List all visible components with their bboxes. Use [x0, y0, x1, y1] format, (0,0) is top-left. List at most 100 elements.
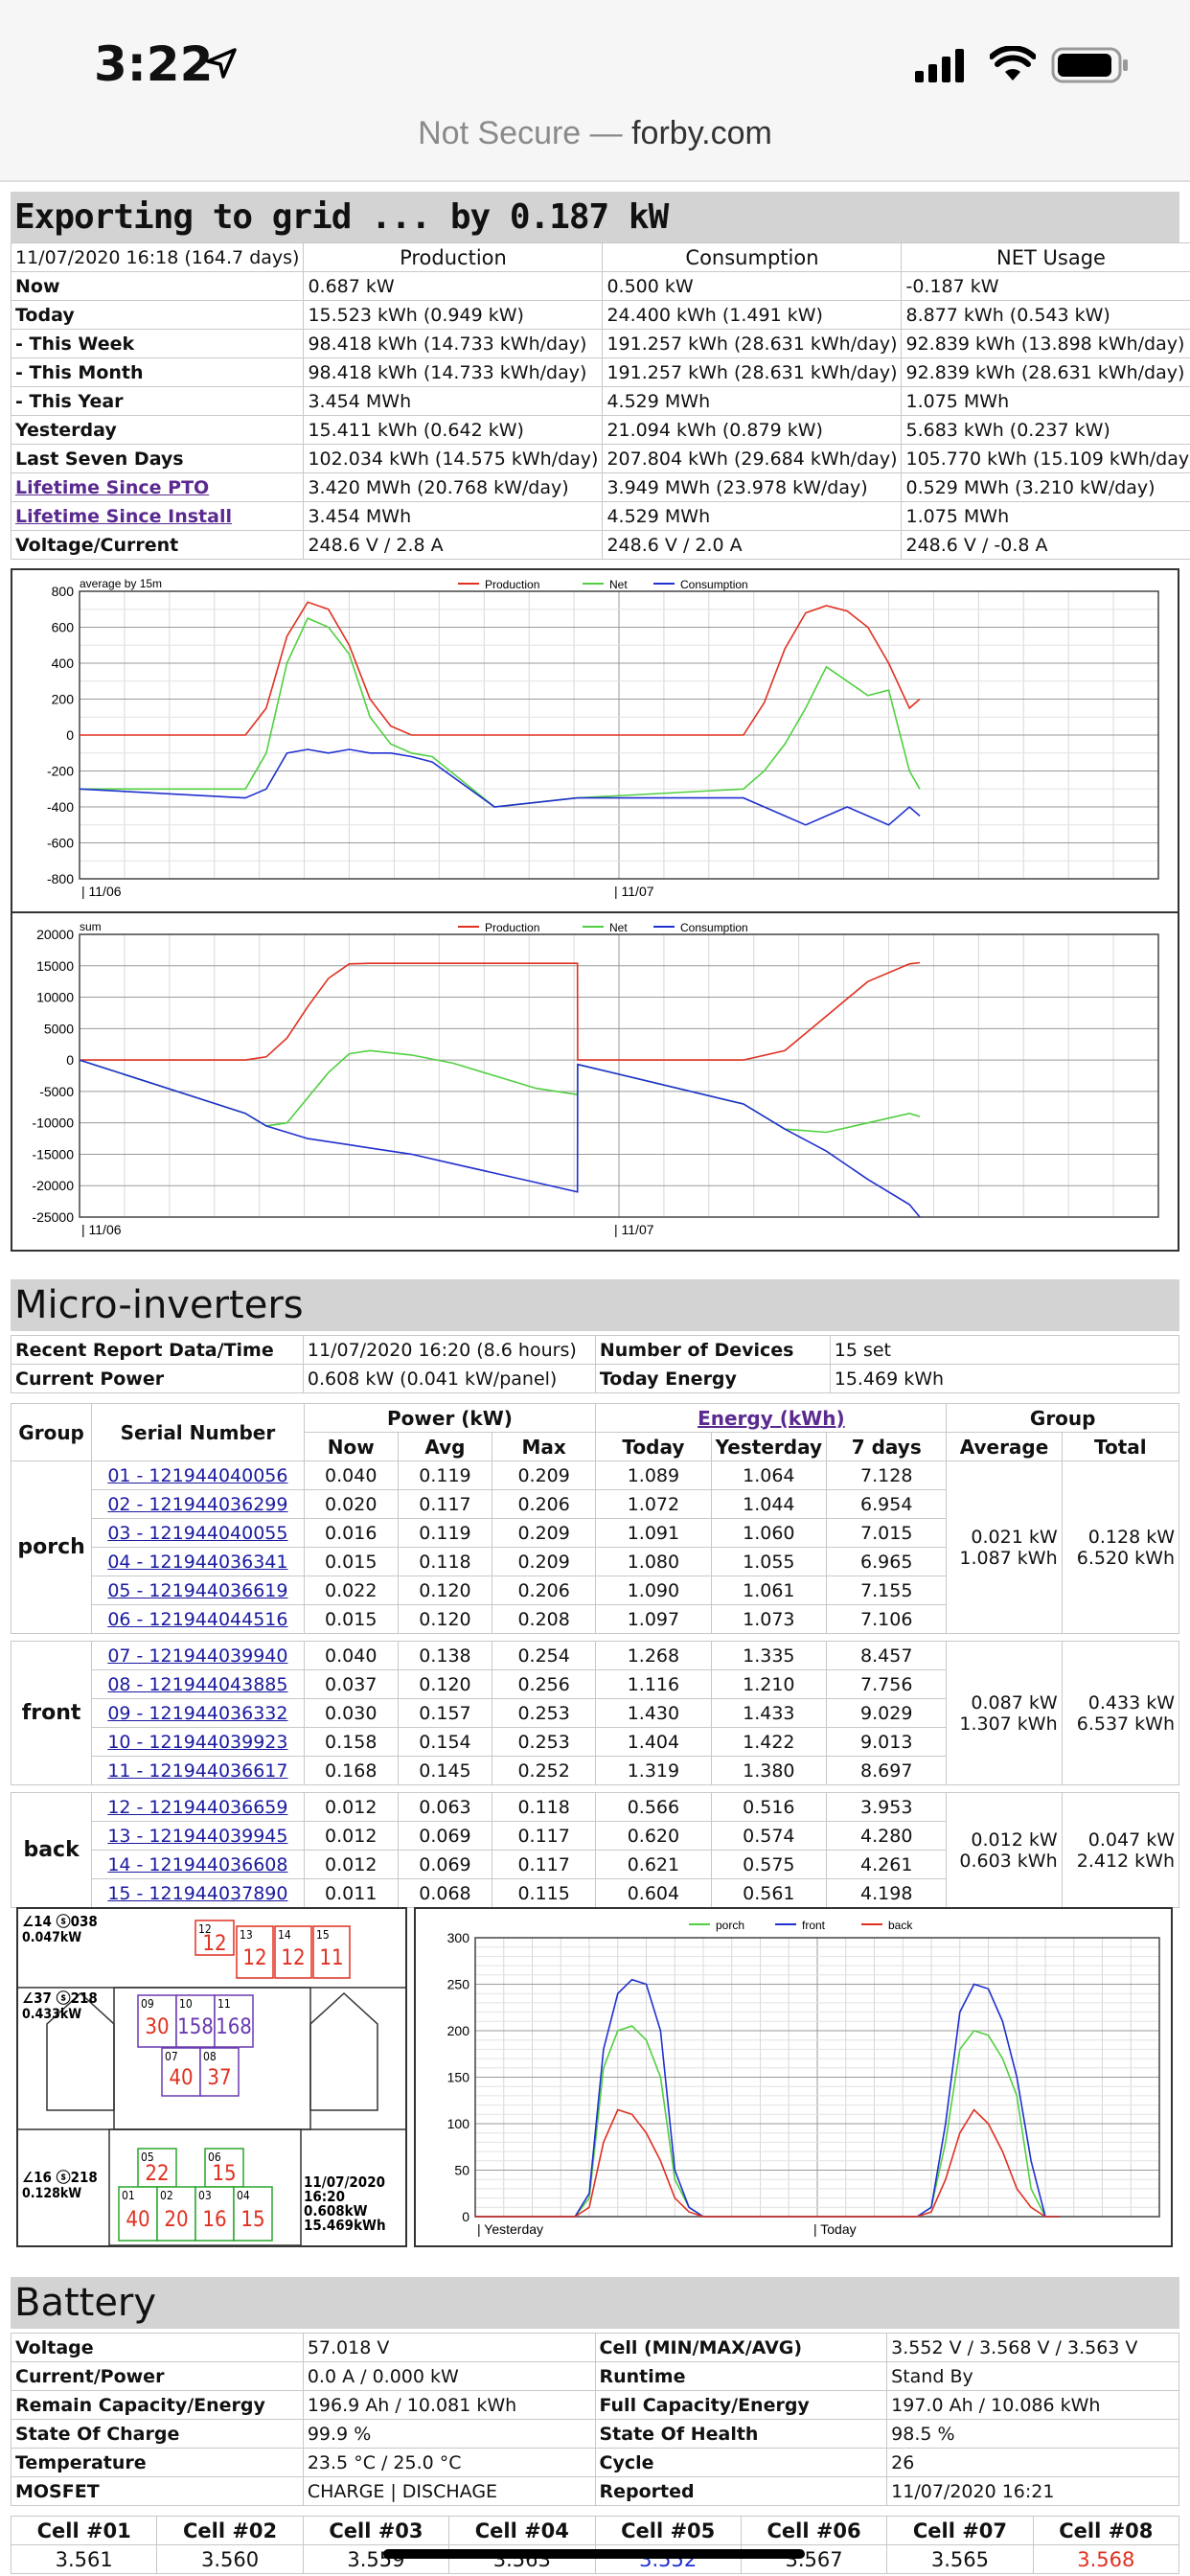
serial-link[interactable]: 10 - 121944039923 [107, 1731, 288, 1753]
panel-frame [195, 2186, 235, 2242]
serial-cell[interactable]: 12 - 121944036659 [91, 1792, 305, 1822]
export-row: Yesterday 15.411 kWh (0.642 kW) 21.094 kWh… [10, 415, 1190, 445]
inverter-value: 0.253 [492, 1698, 597, 1728]
serial-link[interactable]: 05 - 121944036619 [107, 1579, 288, 1601]
lifetime-link[interactable]: Lifetime Since PTO [15, 476, 210, 498]
gable-right [309, 1991, 378, 2111]
y-tick-label: 0 [66, 727, 74, 743]
serial-link[interactable]: 14 - 121944036608 [107, 1853, 288, 1875]
battery-label: Runtime [594, 2361, 888, 2391]
series-line-consumption [79, 748, 921, 826]
serial-link[interactable]: 01 - 121944040056 [107, 1464, 288, 1486]
cell-value: 3.560 [156, 2544, 304, 2574]
serial-cell[interactable]: 09 - 121944036332 [91, 1698, 305, 1728]
battery-row: Temperature 23.5 °C / 25.0 °C Cycle 26 [11, 2448, 1179, 2477]
serial-link[interactable]: 06 - 121944044516 [107, 1608, 288, 1630]
export-cell: 248.6 V / 2.0 A [602, 530, 903, 560]
series-line-production [80, 601, 921, 736]
export-row: Now 0.687 kW 0.500 kW -0.187 kW [10, 271, 1190, 301]
col-energy[interactable]: Energy (kWh) [595, 1403, 948, 1433]
panel-id: 14 [278, 1928, 291, 1942]
serial-cell[interactable]: 06 - 121944044516 [91, 1604, 305, 1634]
series-line-consumption [79, 1059, 921, 1218]
inverter-value: 0.040 [303, 1641, 399, 1670]
battery-label: Current/Power [11, 2361, 304, 2391]
serial-cell[interactable]: 08 - 121944043885 [91, 1669, 305, 1699]
serial-link[interactable]: 04 - 121944036341 [107, 1551, 288, 1573]
export-cell: 4.529 MWh [602, 386, 903, 416]
export-header-row: 11/07/2020 16:18 (164.7 days) Production C… [10, 242, 1190, 272]
panel-value: 40 [169, 2066, 193, 2090]
y-tick-label: -600 [47, 836, 74, 851]
serial-cell[interactable]: 15 - 121944037890 [91, 1878, 305, 1908]
serial-cell[interactable]: 13 - 121944039945 [91, 1821, 305, 1851]
panel-id: 04 [237, 2189, 250, 2202]
serial-cell[interactable]: 02 - 121944036299 [91, 1489, 305, 1519]
panel-id: 09 [141, 1997, 154, 2011]
serial-cell[interactable]: 03 - 121944040055 [91, 1518, 305, 1548]
sum-chart: 20000 15000 10000 5000 0 -5000 -10000 -15000 -20… [11, 911, 1179, 1252]
serial-cell[interactable]: 07 - 121944039940 [91, 1641, 305, 1670]
serial-link[interactable]: 07 - 121944039940 [107, 1644, 288, 1667]
series-line-net [80, 617, 921, 808]
serial-cell[interactable]: 14 - 121944036608 [91, 1850, 305, 1879]
energy-link[interactable]: Energy (kWh) [698, 1406, 845, 1430]
serial-link[interactable]: 15 - 121944037890 [107, 1882, 288, 1904]
x-tick-label: | 11/06 [81, 884, 122, 899]
serial-cell[interactable]: 04 - 121944036341 [91, 1547, 305, 1576]
battery-value: 26 [886, 2448, 1179, 2477]
group-avg-energy: 1.087 kWh [959, 1547, 1058, 1569]
clock: 3:22 [94, 36, 214, 92]
y-tick-label: 150 [447, 2070, 470, 2085]
panel-frame [233, 2186, 273, 2242]
serial-cell[interactable]: 10 - 121944039923 [91, 1727, 305, 1757]
serial-link[interactable]: 03 - 121944040055 [107, 1522, 288, 1544]
address-bar[interactable]: Not Secure — forby.com [0, 115, 1190, 152]
serial-cell[interactable]: 05 - 121944036619 [91, 1576, 305, 1605]
y-tick-label: 300 [447, 1930, 470, 1945]
lifetime-link[interactable]: Lifetime Since Install [15, 505, 232, 527]
serial-link[interactable]: 09 - 121944036332 [107, 1702, 288, 1724]
inverter-row: 14 - 121944036608 0.012 0.069 0.117 0.621 0.5… [11, 1850, 1179, 1879]
export-cell: 92.839 kWh (13.898 kWh/day) [901, 329, 1190, 358]
row-label: Today [15, 304, 75, 326]
battery-row: Remain Capacity/Energy 196.9 Ah / 10.081 … [11, 2390, 1179, 2420]
micro-inverters-section: Micro-inverters Recent Report Data/Time 1… [10, 1279, 1180, 1908]
cellular-signal-icon [915, 49, 964, 82]
micro-info-row: Current Power 0.608 kW (0.041 kW/panel) To… [11, 1364, 1180, 1393]
panel-id: 01 [122, 2189, 135, 2202]
export-cell: 1.075 MWh [901, 501, 1190, 531]
y-tick-label: -800 [47, 871, 74, 886]
inverter-row: 09 - 121944036332 0.030 0.157 0.253 1.430 1.4… [11, 1698, 1179, 1728]
serial-link[interactable]: 13 - 121944039945 [107, 1825, 288, 1847]
micro-info-label: Current Power [11, 1364, 304, 1393]
inverter-value: 1.090 [595, 1576, 712, 1605]
serial-link[interactable]: 08 - 121944043885 [107, 1673, 288, 1695]
battery-value: 23.5 °C / 25.0 °C [302, 2448, 596, 2477]
inverter-value: 0.206 [492, 1576, 597, 1605]
battery-label: Voltage [11, 2333, 304, 2362]
grid [474, 1937, 1160, 2218]
serial-cell[interactable]: 11 - 121944036617 [91, 1756, 305, 1785]
battery-label: Reported [594, 2476, 888, 2506]
serial-link[interactable]: 02 - 121944036299 [107, 1493, 288, 1515]
security-label: Not Secure — [418, 115, 623, 151]
inverter-row: 06 - 121944044516 0.015 0.120 0.208 1.097 1.0… [11, 1604, 1179, 1634]
serial-cell[interactable]: 01 - 121944040056 [91, 1460, 305, 1490]
url-text: forby.com [631, 115, 772, 151]
export-cell: 207.804 kWh (29.684 kWh/day) [602, 444, 903, 473]
home-indicator[interactable] [383, 2549, 805, 2559]
battery-label: Remain Capacity/Energy [11, 2390, 304, 2420]
inverter-value: 0.020 [303, 1489, 399, 1519]
serial-link[interactable]: 12 - 121944036659 [107, 1796, 288, 1818]
panel-id: 07 [165, 2050, 178, 2063]
col-group-summary: Group [946, 1403, 1179, 1433]
serial-link[interactable]: 11 - 121944036617 [107, 1760, 288, 1782]
inverter-value: 1.080 [595, 1547, 712, 1576]
cell-value: 3.565 [886, 2544, 1034, 2574]
export-cell: 191.257 kWh (28.631 kWh/day) [602, 357, 903, 387]
export-header: Production [303, 242, 604, 272]
